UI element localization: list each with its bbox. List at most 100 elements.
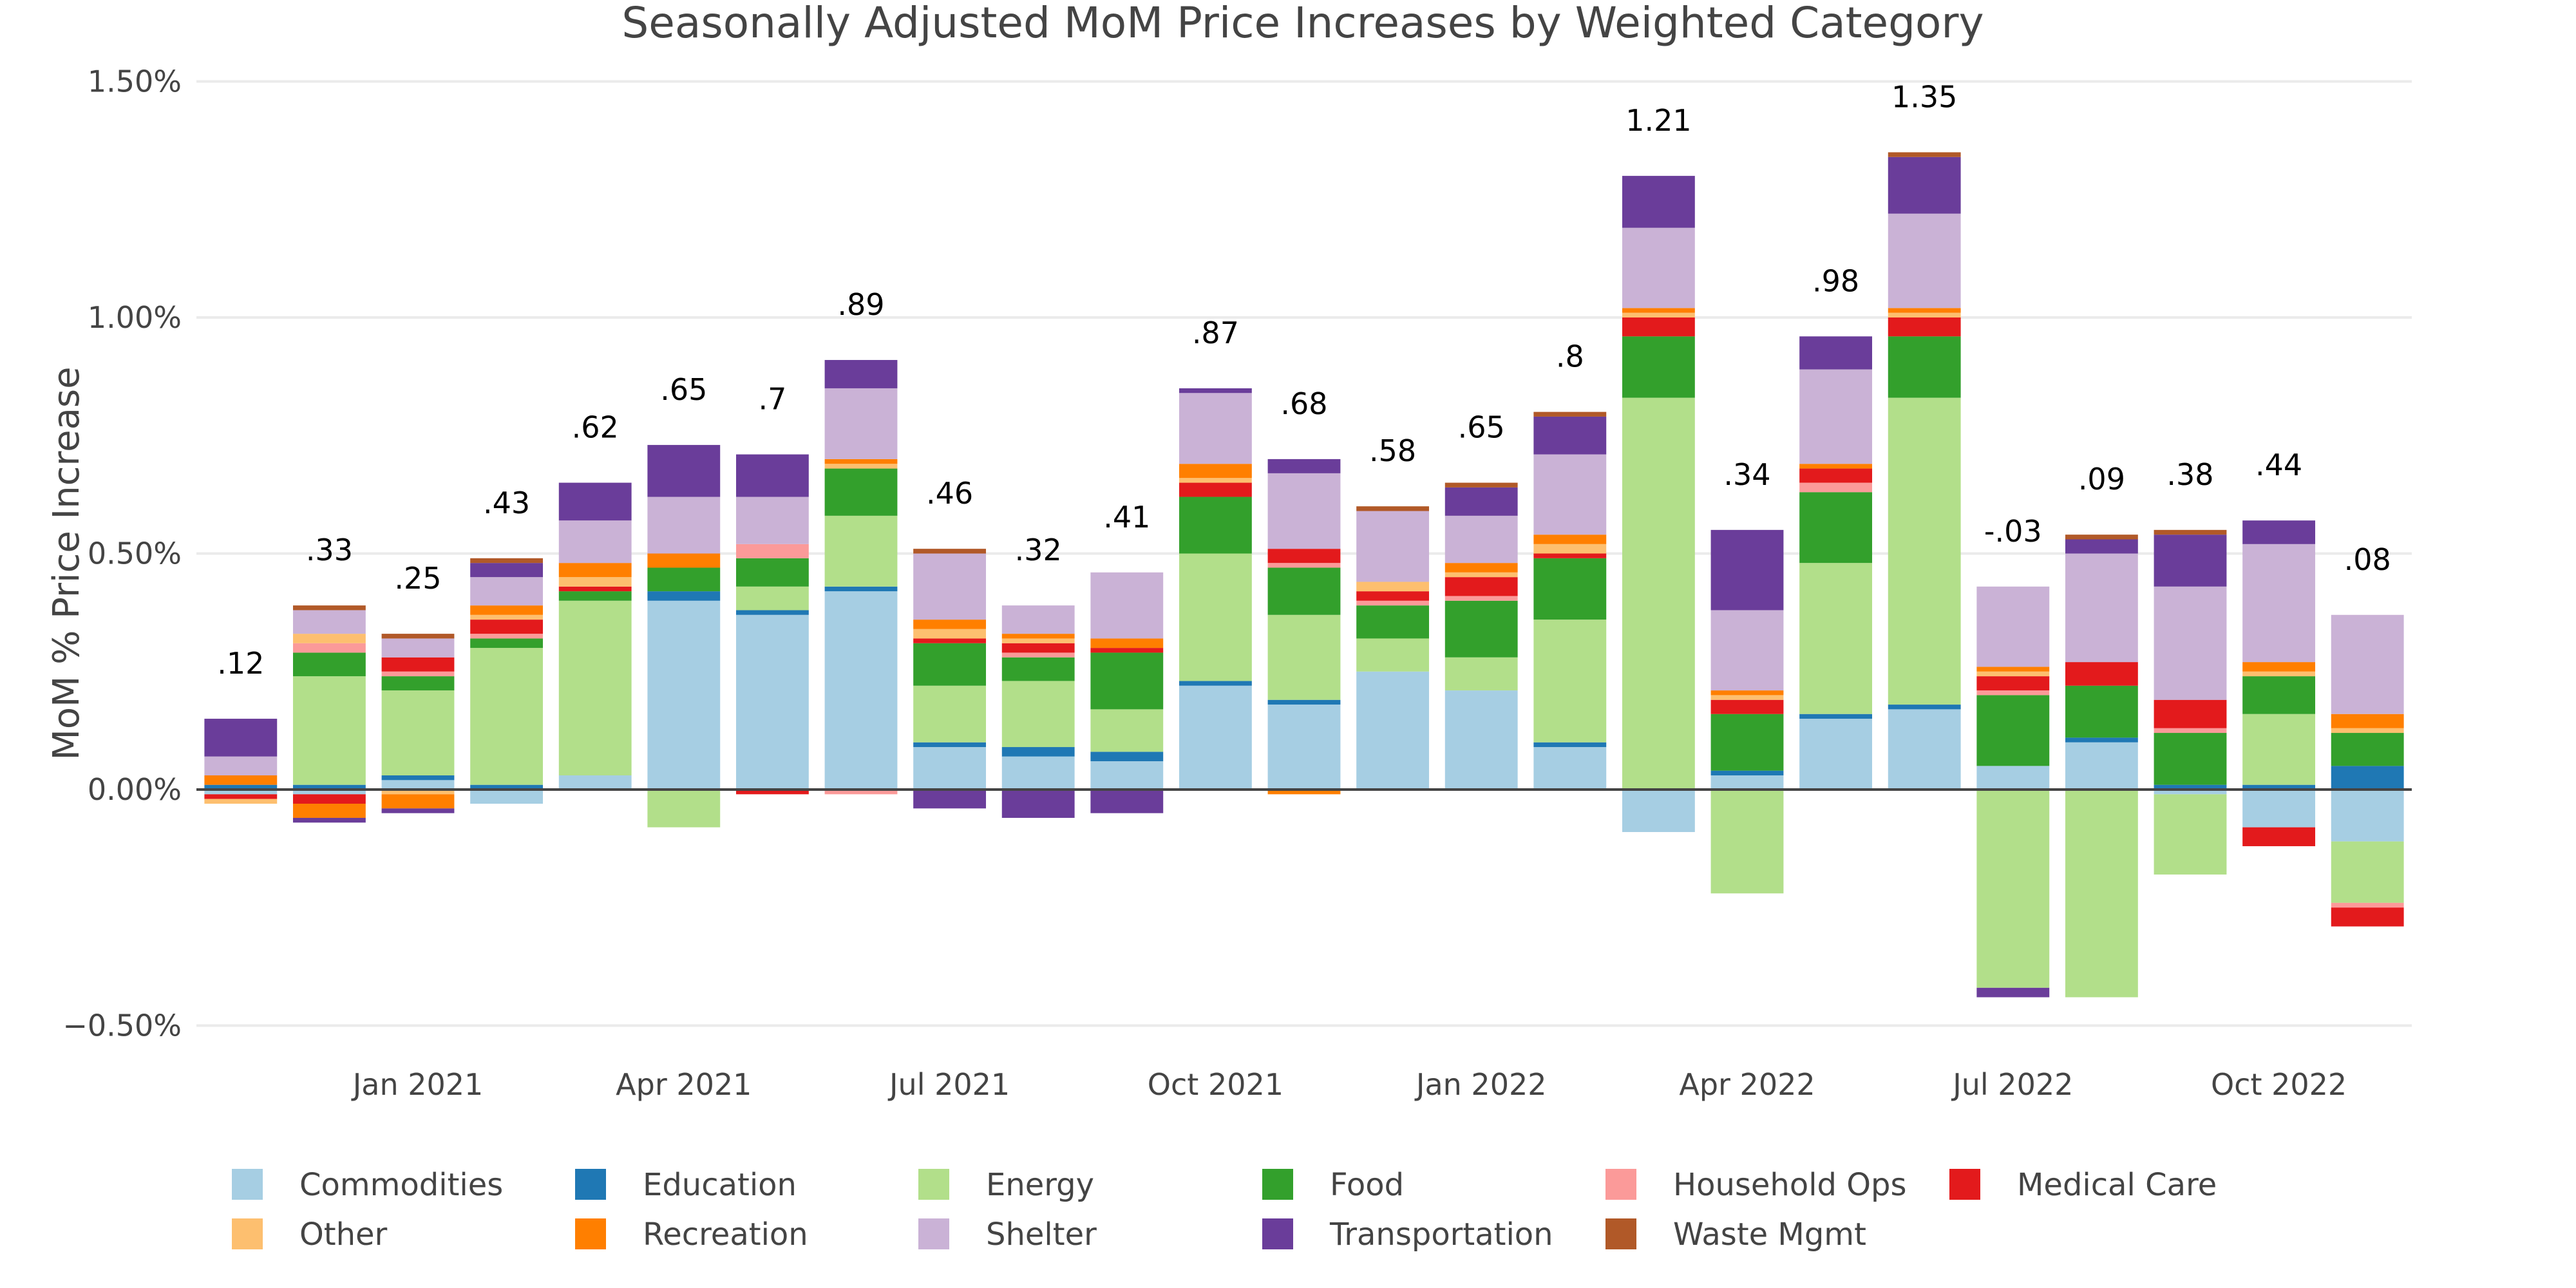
- x-tick-label: Jan 2022: [1414, 1067, 1547, 1102]
- bar-segment-energy: [735, 586, 809, 611]
- bar-group: [735, 454, 809, 795]
- legend-item: Food: [1262, 1167, 1404, 1203]
- bar-segment-energy: [824, 515, 898, 587]
- bar-segment-education: [292, 784, 366, 790]
- bar-segment-transportation: [1179, 388, 1252, 393]
- bar-segment-food: [1001, 657, 1075, 681]
- bar-segment-recreation: [470, 605, 544, 615]
- bar-segment-education: [2065, 737, 2138, 743]
- bar-group: [1799, 336, 1873, 790]
- legend-swatch: [1605, 1218, 1636, 1249]
- bar-segment-recreation: [1622, 308, 1695, 313]
- bar-segment-shelter: [558, 520, 632, 564]
- bar-segment-household-ops: [1267, 563, 1341, 568]
- bar-segment-medical-care: [558, 586, 632, 592]
- bar-segment-energy: [1799, 563, 1873, 714]
- bar-segment-waste-mgmt: [470, 558, 544, 564]
- bar-segment-medical-care: [1976, 676, 2050, 691]
- bar-segment-education: [824, 586, 898, 592]
- bar-segment-commodities: [470, 790, 544, 804]
- bar-segment-shelter: [2154, 586, 2227, 700]
- bar-segment-recreation: [204, 775, 278, 785]
- x-tick-labels: Jan 2021 Apr 2021 Jul 2021 Oct 2021 Jan 2022…: [351, 1067, 2347, 1102]
- bar-segment-shelter: [824, 388, 898, 459]
- bar-segment-medical-care: [1179, 482, 1252, 497]
- bar-segment-medical-care: [1622, 317, 1695, 337]
- bar-segment-other: [1976, 671, 2050, 677]
- bar-segment-medical-care: [2242, 827, 2316, 846]
- bar-group: [824, 359, 898, 795]
- bar-segment-commodities: [913, 747, 987, 790]
- bar-segment-transportation: [1444, 487, 1518, 516]
- total-label: .46: [926, 476, 973, 511]
- total-label: 1.35: [1891, 79, 1957, 114]
- bar-group: [2242, 520, 2316, 846]
- bar-group: [292, 605, 366, 823]
- bar-segment-other: [292, 634, 366, 643]
- total-label: .7: [758, 382, 786, 417]
- bar-segment-transportation: [381, 808, 455, 813]
- bar-segment-other: [1710, 695, 1784, 700]
- bar-segment-commodities: [381, 780, 455, 790]
- bar-segment-transportation: [1976, 987, 2050, 998]
- bar-group: [1710, 529, 1784, 894]
- x-tick-label: Apr 2022: [1679, 1067, 1815, 1102]
- bar-segment-household-ops: [2331, 902, 2404, 908]
- bar-segment-shelter: [1533, 454, 1607, 535]
- bar-segment-education: [2242, 784, 2316, 790]
- bar-segment-transportation: [1090, 790, 1164, 813]
- bar-segment-shelter: [1179, 393, 1252, 464]
- bar-segment-medical-care: [470, 620, 544, 634]
- bar-segment-other: [1533, 544, 1607, 554]
- bar-segment-commodities: [1001, 756, 1075, 790]
- legend-item: Recreation: [575, 1217, 808, 1253]
- y-tick-label: 0.00%: [88, 772, 182, 807]
- bar-segment-transportation: [913, 790, 987, 809]
- bar-group: [381, 634, 455, 813]
- bar-segment-medical-care: [1444, 577, 1518, 596]
- total-label: .09: [2078, 462, 2125, 497]
- bar-segment-education: [1710, 770, 1784, 776]
- chart-title: Seasonally Adjusted MoM Price Increases …: [621, 0, 1984, 48]
- bar-segment-food: [1533, 558, 1607, 620]
- y-tick-labels: −0.50% 0.00% 0.50% 1.00% 1.50%: [62, 64, 182, 1043]
- bar-segment-household-ops: [1356, 600, 1430, 606]
- total-label: .08: [2344, 542, 2391, 577]
- bar-segment-waste-mgmt: [1356, 506, 1430, 511]
- bar-segment-commodities: [558, 775, 632, 790]
- bar-segment-other: [1444, 572, 1518, 578]
- bar-group: [913, 549, 987, 809]
- bar-segment-education: [1267, 699, 1341, 705]
- y-tick-label: −0.50%: [62, 1009, 182, 1043]
- bar-segment-commodities: [824, 591, 898, 790]
- bar-segment-household-ops: [381, 671, 455, 677]
- bar-segment-food: [1622, 336, 1695, 398]
- bar-group: [2331, 614, 2404, 927]
- bar-segment-commodities: [1444, 690, 1518, 790]
- bar-segment-energy: [558, 600, 632, 776]
- total-label: .34: [1723, 457, 1770, 492]
- bar-segment-energy: [2065, 790, 2138, 998]
- bar-group: [1976, 586, 2050, 998]
- total-label: .32: [1015, 533, 1062, 567]
- bar-segment-household-ops: [735, 544, 809, 558]
- legend-swatch: [918, 1218, 949, 1249]
- bar-segment-energy: [1533, 620, 1607, 743]
- legend-label: Food: [1330, 1167, 1404, 1203]
- bar-segment-energy: [1976, 790, 2050, 988]
- bar-segment-energy: [470, 648, 544, 785]
- legend-swatch: [1605, 1169, 1636, 1200]
- x-tick-label: Jul 2022: [1951, 1067, 2073, 1102]
- bar-segment-commodities: [2331, 790, 2404, 842]
- bar-segment-shelter: [1888, 213, 1961, 308]
- bar-segment-commodities: [1533, 747, 1607, 790]
- bar-segment-energy: [913, 685, 987, 743]
- bar-group: [1179, 388, 1252, 790]
- bar-segment-education: [204, 784, 278, 790]
- bar-segment-recreation: [292, 803, 366, 818]
- legend-label: Medical Care: [2017, 1167, 2217, 1203]
- bar-segment-commodities: [647, 600, 721, 790]
- bar-segment-other: [470, 614, 544, 620]
- bar-segment-commodities: [2242, 790, 2316, 828]
